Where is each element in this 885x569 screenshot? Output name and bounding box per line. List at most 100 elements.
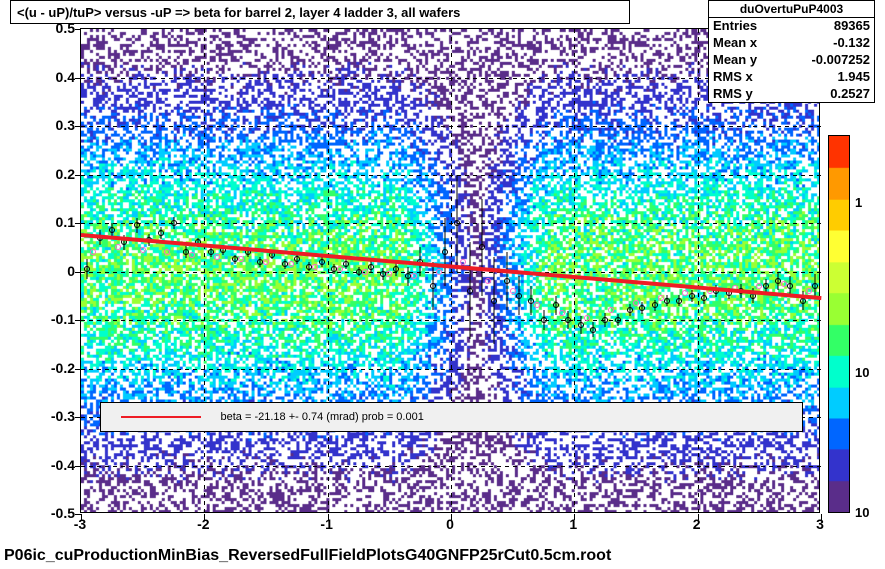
profile-point-pink: [460, 259, 466, 265]
stats-meany-label: Mean y: [713, 52, 757, 69]
profile-point-pink: [312, 264, 318, 270]
profile-point-pink: [682, 290, 688, 296]
profile-point: [84, 266, 90, 272]
profile-point: [627, 307, 633, 313]
profile-point: [615, 317, 621, 323]
stats-rmsx-value: 1.945: [837, 69, 870, 86]
profile-point: [602, 317, 608, 323]
profile-point: [319, 259, 325, 265]
profile-point: [664, 298, 670, 304]
y-tick-label: 0.4: [56, 69, 75, 85]
profile-point: [257, 259, 263, 265]
profile-point: [676, 298, 682, 304]
profile-point-pink: [263, 259, 269, 265]
x-tick-label: 1: [569, 516, 577, 532]
profile-point: [467, 288, 473, 294]
stats-entries-value: 89365: [834, 18, 870, 35]
profile-point: [331, 266, 337, 272]
stats-meanx-value: -0.132: [833, 35, 870, 52]
colorbar-label: 10: [855, 365, 869, 380]
profile-point: [183, 249, 189, 255]
stats-entries: Entries 89365: [709, 18, 874, 35]
profile-point-pink: [214, 254, 220, 260]
profile-point-pink: [584, 315, 590, 321]
y-tick-label: 0.2: [56, 166, 75, 182]
profile-point-pink: [658, 295, 664, 301]
profile-point: [282, 261, 288, 267]
stats-meany: Mean y -0.007252: [709, 52, 874, 69]
profile-point: [454, 220, 460, 226]
y-tick-label: 0.3: [56, 117, 75, 133]
profile-point: [812, 283, 818, 289]
profile-point-pink: [756, 283, 762, 289]
profile-point-pink: [510, 288, 516, 294]
chart-title-text: <(u - uP)/tuP> versus -uP => beta for ba…: [17, 5, 460, 20]
footer-text: P06ic_cuProductionMinBias_ReversedFullFi…: [4, 547, 611, 564]
stats-meany-value: -0.007252: [811, 52, 870, 69]
profile-point: [763, 283, 769, 289]
profile-point-pink: [362, 269, 368, 275]
stats-box: duOvertuPuP4003 Entries 89365 Mean x -0.…: [708, 0, 875, 103]
profile-point: [590, 327, 596, 333]
profile-point-pink: [189, 252, 195, 258]
profile-point-pink: [386, 271, 392, 277]
stats-rmsy: RMS y 0.2527: [709, 86, 874, 103]
profile-point-pink: [436, 269, 442, 275]
y-tick-label: 0.1: [56, 214, 75, 230]
profile-point-pink: [164, 249, 170, 255]
profile-point: [504, 278, 510, 284]
fit-line-sample: [121, 416, 201, 418]
profile-point: [701, 295, 707, 301]
profile-point: [208, 249, 214, 255]
stats-rmsx: RMS x 1.945: [709, 69, 874, 86]
y-tick-label: -0.1: [51, 311, 75, 327]
profile-point: [689, 293, 695, 299]
stats-name: duOvertuPuP4003: [709, 1, 874, 18]
y-tick-label: -0.3: [51, 408, 75, 424]
profile-point-pink: [559, 310, 565, 316]
fit-text: beta = -21.18 +- 0.74 (mrad) prob = 0.00…: [221, 411, 424, 423]
profile-point-pink: [115, 244, 121, 250]
profile-point: [430, 283, 436, 289]
profile-point: [491, 298, 497, 304]
profile-point-pink: [90, 249, 96, 255]
profile-point: [541, 317, 547, 323]
profile-point-pink: [238, 256, 244, 262]
profile-point: [306, 264, 312, 270]
x-tick-label: -1: [320, 516, 332, 532]
profile-point-pink: [608, 307, 614, 313]
profile-point-pink: [534, 302, 540, 308]
profile-point-pink: [140, 247, 146, 253]
profile-point: [356, 269, 362, 275]
profile-point: [652, 302, 658, 308]
x-tick-label: -2: [197, 516, 209, 532]
profile-point: [528, 298, 534, 304]
profile-point: [294, 256, 300, 262]
profile-point-pink: [288, 261, 294, 267]
stats-rmsx-label: RMS x: [713, 69, 753, 86]
colorbar-label: 1: [855, 195, 862, 210]
profile-point: [442, 249, 448, 255]
profile-point: [393, 266, 399, 272]
x-tick-label: 3: [816, 516, 824, 532]
stats-rmsy-label: RMS y: [713, 86, 753, 103]
y-tick-label: -0.5: [51, 505, 75, 521]
profile-point-pink: [806, 288, 812, 294]
stats-entries-label: Entries: [713, 18, 757, 35]
colorbar-canvas: [828, 135, 850, 513]
x-tick-label: -3: [74, 516, 86, 532]
profile-point-pink: [337, 266, 343, 272]
profile-point: [775, 278, 781, 284]
profile-point: [171, 220, 177, 226]
y-tick-label: 0: [67, 263, 75, 279]
profile-point: [639, 305, 645, 311]
profile-point: [343, 261, 349, 267]
footer-filename: P06ic_cuProductionMinBias_ReversedFullFi…: [4, 547, 611, 565]
y-tick-label: -0.2: [51, 360, 75, 376]
y-tick-label: -0.4: [51, 457, 75, 473]
colorbar-label: 10: [855, 505, 869, 520]
profile-point: [787, 283, 793, 289]
profile-point: [134, 222, 140, 228]
profile-point: [380, 271, 386, 277]
x-tick-label: 0: [446, 516, 454, 532]
